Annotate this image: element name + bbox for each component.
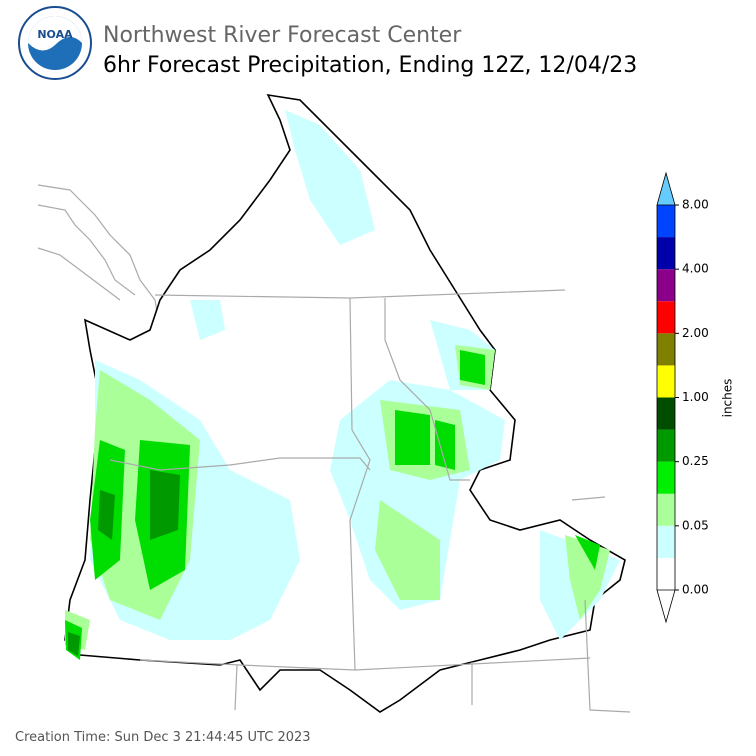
subtitle: 6hr Forecast Precipitation, Ending 12Z, … [103, 53, 637, 78]
under-arrow [656, 589, 676, 624]
color-box [657, 269, 675, 302]
color-box [657, 429, 675, 462]
color-box [657, 461, 675, 494]
colorbar-label: inches [721, 379, 735, 418]
color-box [657, 365, 675, 398]
colorbar-tick-label: 8.00 [682, 198, 709, 212]
logo-text: NOAA [37, 28, 73, 41]
colorbar-tick-label: 1.00 [682, 390, 709, 404]
colorbar-tick-label: 0.00 [682, 583, 709, 597]
colorbar-tick-label: 2.00 [682, 326, 709, 340]
color-box [657, 557, 675, 590]
color-box [657, 525, 675, 558]
colorbar-tick-label: 4.00 [682, 262, 709, 276]
color-box [657, 397, 675, 430]
title: Northwest River Forecast Center [103, 23, 462, 48]
noaa-logo: NOAA [18, 6, 92, 80]
colorbar-tick-label: 0.05 [682, 518, 709, 532]
colorbar-tick-label: 0.25 [682, 454, 709, 468]
precip-heavier [68, 470, 180, 656]
coastline [37, 184, 161, 346]
map [37, 93, 631, 713]
color-box [657, 237, 675, 270]
creation-time: Creation Time: Sun Dec 3 21:44:45 UTC 20… [15, 730, 311, 745]
over-arrow [656, 171, 676, 206]
color-box [657, 493, 675, 526]
colorbar: 0.00 0.05 0.25 1.00 2.00 4.00 8.00 [656, 171, 709, 624]
color-box [657, 333, 675, 366]
color-box [657, 205, 675, 238]
state-borders [109, 289, 631, 713]
color-box [657, 301, 675, 334]
